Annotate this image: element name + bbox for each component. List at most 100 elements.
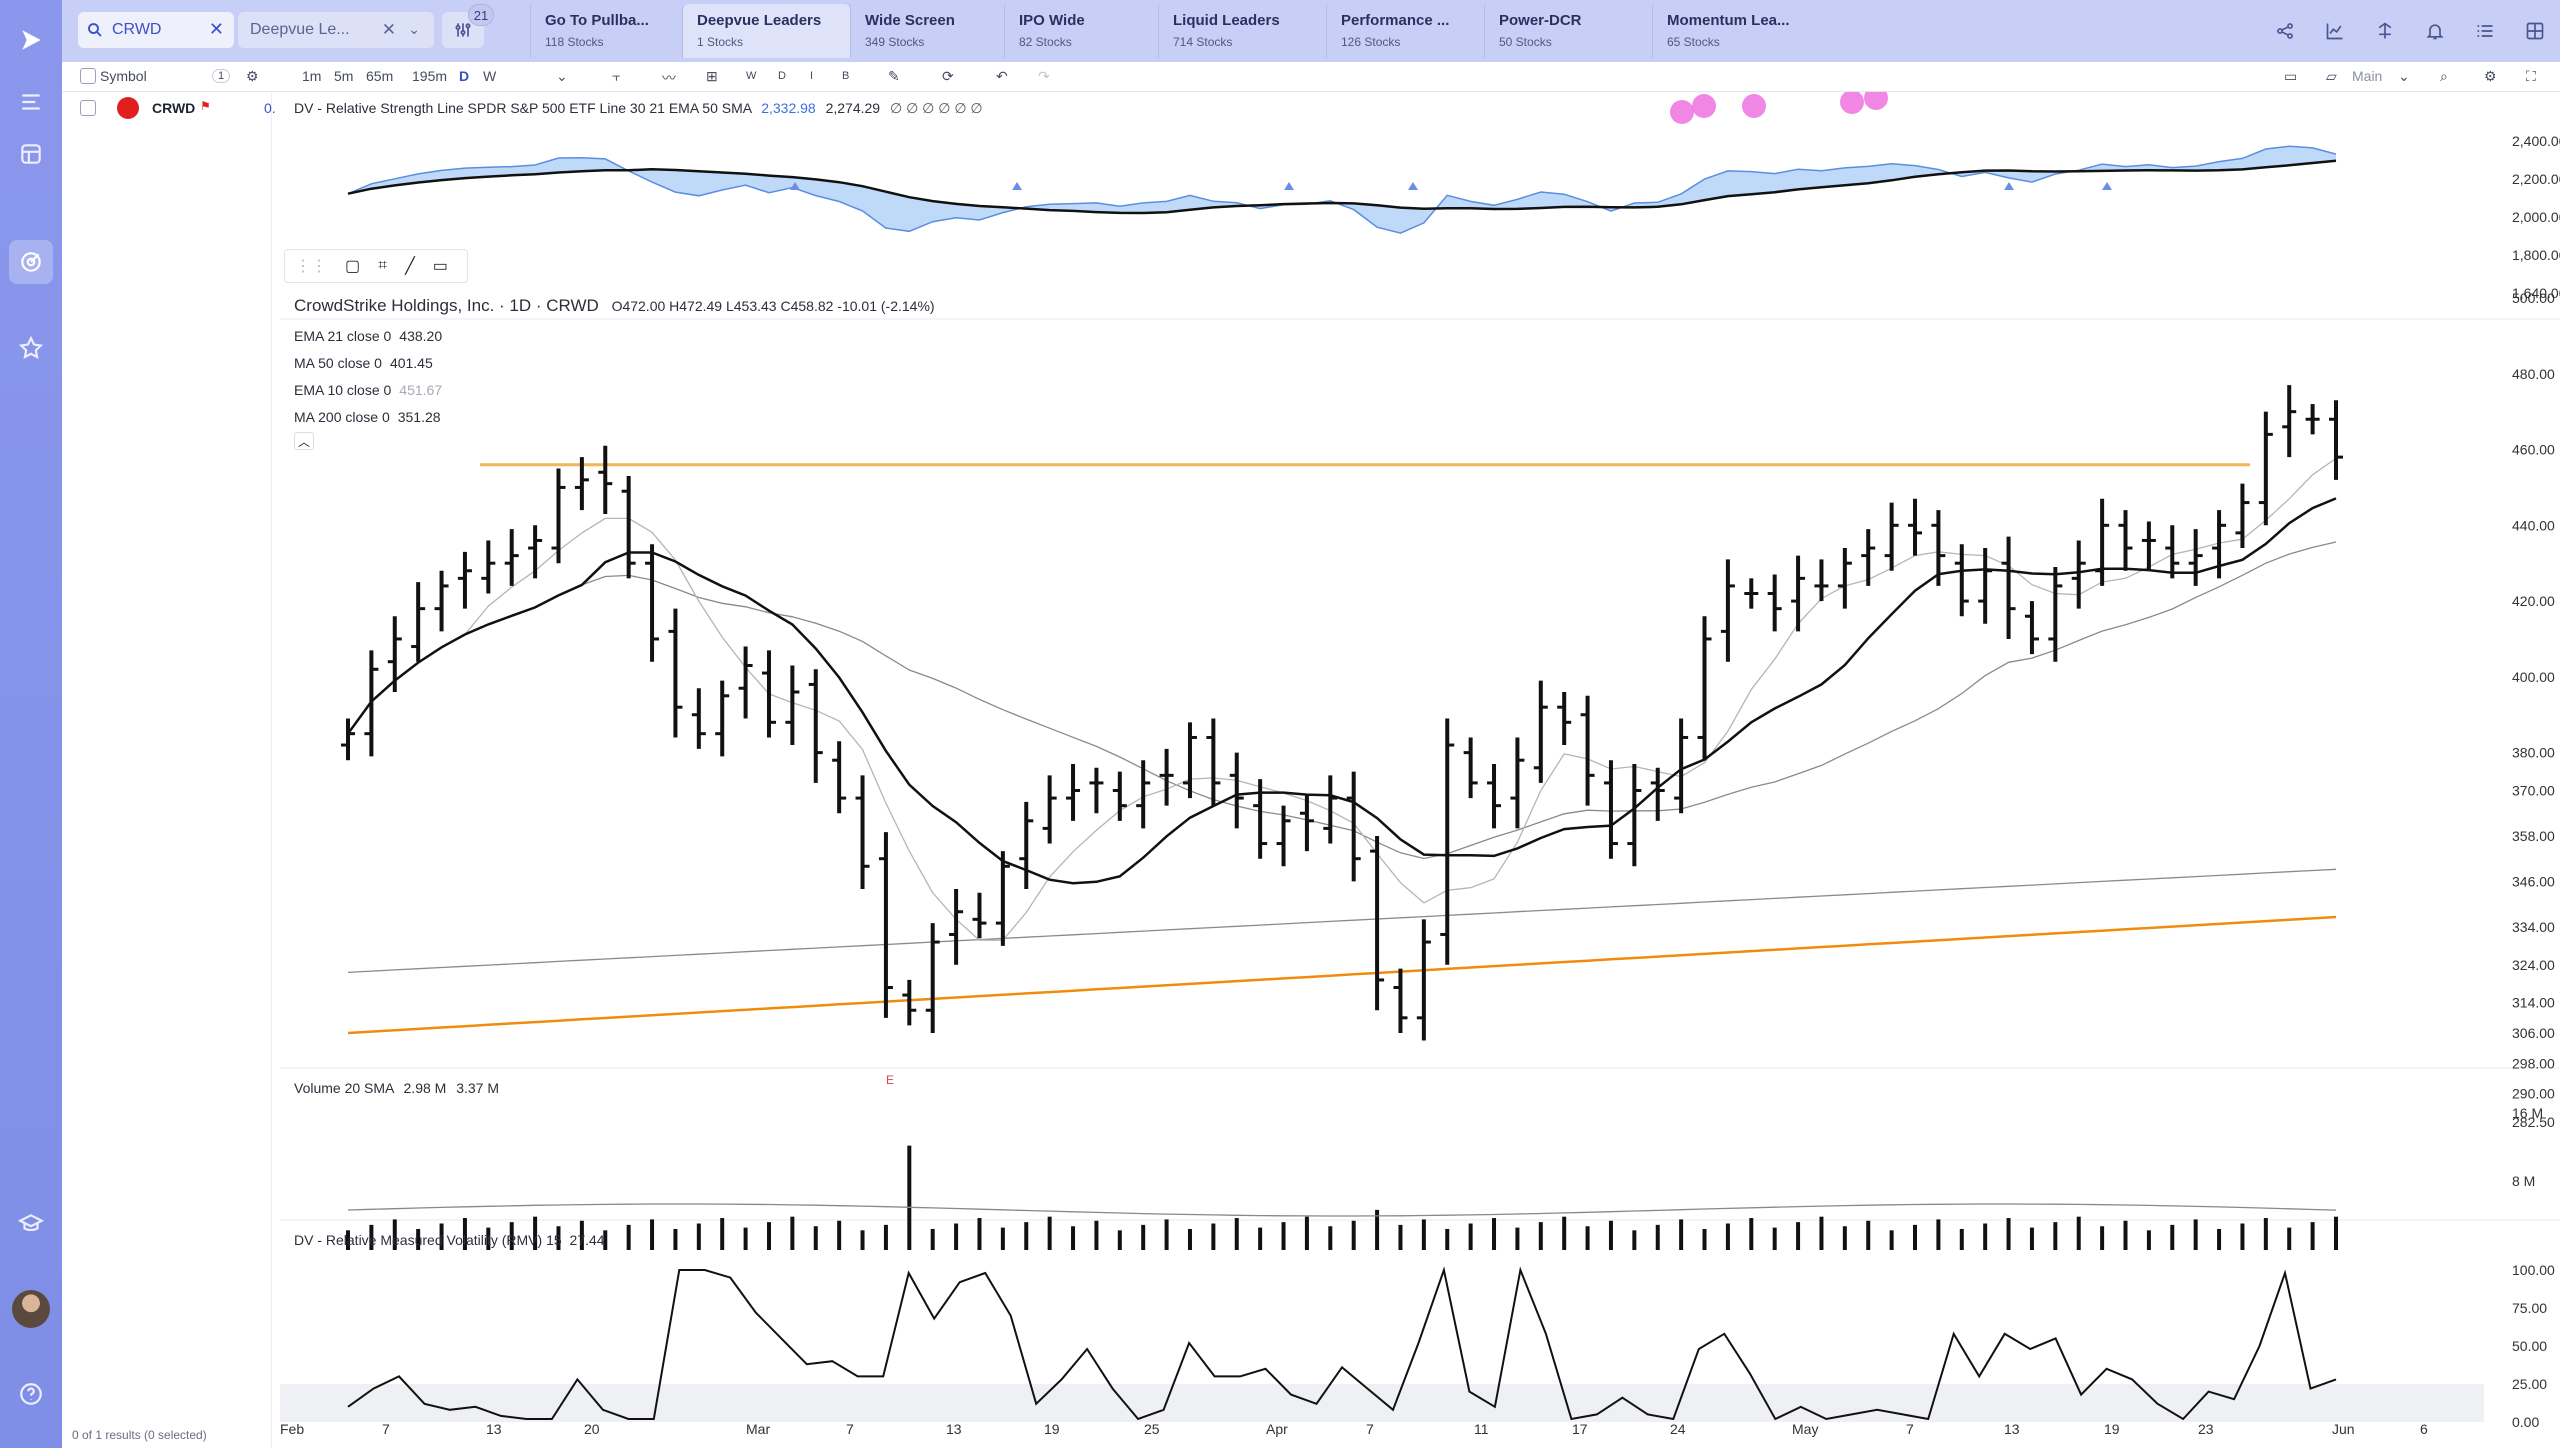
screen-tab[interactable]: Go To Pullba... 118 Stocks — [530, 4, 682, 58]
indicator-row[interactable]: EMA 10 close 0 451.67 — [294, 382, 442, 398]
chart-settings-icon[interactable]: ⚙ — [2484, 68, 2497, 84]
row-checkbox[interactable] — [80, 100, 96, 116]
interval-dropdown-icon[interactable]: ⌄ — [556, 68, 568, 84]
screen-tab[interactable]: Performance ... 126 Stocks — [1326, 4, 1484, 58]
fib-tool-icon[interactable]: ⌗ — [378, 257, 388, 274]
price-axis-label: 440.00 — [2512, 517, 2555, 533]
price-axis-label: 334.00 — [2512, 919, 2555, 935]
column-settings-icon[interactable]: ⚙ — [246, 68, 259, 84]
screen-tab[interactable]: Deepvue Leaders 1 Stocks — [682, 4, 850, 58]
rmv-legend: DV - Relative Measured Volatility (RMV) … — [294, 1232, 605, 1248]
volume-sma-line — [347, 1203, 2337, 1217]
compare-icon[interactable] — [2360, 16, 2410, 46]
period-button[interactable]: D — [778, 70, 786, 82]
line-tool-icon[interactable]: ╱ — [405, 258, 415, 275]
folder-icon[interactable]: ▱ — [2326, 68, 2337, 84]
x-axis-label: May — [1792, 1421, 1818, 1437]
fullscreen-icon[interactable]: ⛶ — [2526, 68, 2536, 84]
period-button[interactable]: B — [842, 70, 850, 82]
pencil-icon[interactable]: ✎ — [888, 68, 900, 84]
rs-value-2: 2,274.29 — [825, 100, 881, 116]
help-icon[interactable] — [9, 1372, 53, 1416]
search-input[interactable]: CRWD — [112, 21, 162, 38]
flag-icon[interactable]: ⚑ — [200, 99, 211, 113]
volume-value-2: 3.37 M — [456, 1080, 500, 1096]
filter-icon — [455, 23, 471, 37]
screen-tab-name: Power-DCR — [1499, 12, 1582, 29]
rectangle-tool-icon[interactable]: ▢ — [345, 258, 361, 275]
indicators-icon[interactable]: ⫟ — [612, 68, 621, 84]
clear-search-icon[interactable]: ✕ — [208, 19, 224, 39]
list-row[interactable]: CRWD ⚑ 0. — [62, 96, 276, 120]
screen-tab[interactable]: Momentum Lea... 65 Stocks — [1652, 4, 1820, 58]
zoom-icon[interactable]: ⌕ — [2440, 68, 2448, 84]
charts-icon[interactable] — [9, 240, 53, 284]
star-icon[interactable] — [9, 326, 53, 370]
interval-button[interactable]: 65m — [366, 68, 394, 84]
education-icon[interactable] — [9, 1202, 53, 1246]
price-axis-label: 324.00 — [2512, 957, 2555, 973]
rs-fill-area — [348, 146, 2336, 234]
period-button[interactable]: W — [746, 70, 757, 82]
share-icon[interactable] — [2260, 16, 2310, 46]
indicator-value: 451.67 — [399, 382, 443, 398]
interval-button[interactable]: 195m — [412, 68, 448, 84]
undo-icon[interactable]: ↶ — [996, 68, 1008, 84]
search-box[interactable]: CRWD ✕ — [78, 12, 234, 48]
drawings-icon[interactable]: 〰 — [662, 70, 676, 86]
layout-chevron-icon[interactable]: ⌄ — [2398, 68, 2410, 84]
indicator-row[interactable]: EMA 21 close 0 438.20 — [294, 328, 442, 344]
chart-type-icon[interactable] — [2310, 16, 2360, 46]
panel-layout-icon[interactable]: ▭ — [2284, 68, 2298, 84]
interval-button[interactable]: W — [483, 68, 497, 84]
x-axis-label: 6 — [2420, 1421, 2428, 1437]
price-axis-label: 306.00 — [2512, 1025, 2555, 1041]
logo-icon[interactable] — [9, 18, 53, 62]
watchlist-icon[interactable] — [9, 132, 53, 176]
instrument-title: CrowdStrike Holdings, Inc. · 1D · CRWD — [294, 296, 599, 315]
rmv-axis-label: 50.00 — [2512, 1338, 2547, 1354]
screen-tab[interactable]: Wide Screen 349 Stocks — [850, 4, 1004, 58]
list-view-icon[interactable] — [2460, 16, 2510, 46]
collapse-legend-icon[interactable]: ︿ — [294, 432, 314, 450]
price-axis-label: 420.00 — [2512, 593, 2555, 609]
rs-signal-marker — [2004, 182, 2014, 190]
search-icon — [88, 23, 102, 37]
list-selector[interactable]: Deepvue Le... ✕ ⌄ — [238, 12, 434, 48]
note-tool-icon[interactable]: ▭ — [432, 258, 448, 275]
x-axis-label: 11 — [1474, 1421, 1489, 1437]
x-axis-label: 17 — [1572, 1421, 1588, 1437]
chart-area: 500.00 480.00 460.00 440.00 420.00 400.00 380.… — [280, 92, 2560, 1448]
price-axis-label: 298.00 — [2512, 1055, 2555, 1071]
ma200-line — [347, 915, 2337, 1035]
templates-icon[interactable]: ⊞ — [706, 68, 718, 84]
price-axis-label: 314.00 — [2512, 995, 2555, 1011]
indicator-value: 401.45 — [389, 355, 433, 371]
interval-button[interactable]: 1m — [302, 68, 322, 84]
indicator-row[interactable]: MA 50 close 0 401.45 — [294, 355, 433, 371]
menu-icon[interactable] — [9, 80, 53, 124]
period-button[interactable]: I — [810, 70, 814, 82]
interval-button[interactable]: 5m — [334, 68, 354, 84]
symbol-list: CRWD ⚑ 0. — [62, 92, 276, 1448]
rs-axis-label: 1,800.00 — [2512, 247, 2560, 263]
price-axis-label: 380.00 — [2512, 745, 2555, 761]
screen-tab[interactable]: Power-DCR 50 Stocks — [1484, 4, 1652, 58]
drag-handle-icon[interactable]: ⋮⋮ — [295, 258, 327, 275]
refresh-icon[interactable]: ⟳ — [942, 68, 954, 84]
chevron-down-icon[interactable]: ⌄ — [408, 21, 420, 37]
redo-icon[interactable]: ↷ — [1038, 68, 1050, 84]
select-all-checkbox[interactable] — [80, 68, 96, 84]
clear-list-icon[interactable]: ✕ — [381, 20, 396, 39]
interval-button[interactable]: D — [459, 68, 470, 84]
layout-icon[interactable] — [2510, 16, 2560, 46]
alert-icon[interactable] — [2410, 16, 2460, 46]
chart-canvas[interactable]: 500.00 480.00 460.00 440.00 420.00 400.00 380.… — [280, 92, 2560, 1448]
screen-tab[interactable]: Liquid Leaders 714 Stocks — [1158, 4, 1326, 58]
layout-name[interactable]: Main — [2352, 68, 2383, 84]
screen-tab-count: 126 Stocks — [1341, 35, 1401, 49]
indicator-row[interactable]: MA 200 close 0 351.28 — [294, 409, 441, 425]
avatar[interactable] — [12, 1290, 50, 1328]
rs-axis-label: 2,400.00 — [2512, 133, 2560, 149]
screen-tab[interactable]: IPO Wide 82 Stocks — [1004, 4, 1158, 58]
